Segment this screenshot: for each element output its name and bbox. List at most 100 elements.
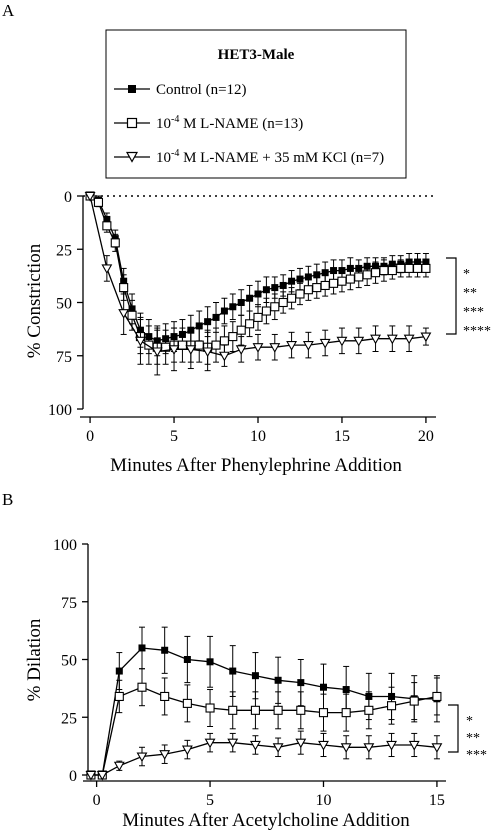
x-tick-label: 5 xyxy=(206,792,214,809)
data-point xyxy=(363,743,375,753)
data-point xyxy=(270,302,280,312)
data-point xyxy=(269,343,281,353)
y-tick-label: 0 xyxy=(64,189,72,206)
legend-marker-filled-square xyxy=(128,85,136,93)
data-point xyxy=(237,299,245,306)
data-point xyxy=(113,761,125,772)
data-point xyxy=(431,743,443,753)
significance-marker: * xyxy=(463,267,470,282)
legend-entry-lname-kcl: 10-4 M L-NAME + 35 mM KCl (n=7) xyxy=(114,148,384,166)
series-open-triangle-down xyxy=(84,191,432,376)
data-point xyxy=(227,738,239,749)
data-point xyxy=(127,310,137,320)
data-point xyxy=(340,743,352,753)
data-point xyxy=(271,284,279,292)
data-point xyxy=(228,332,238,342)
data-point xyxy=(204,318,212,326)
data-point xyxy=(253,312,263,322)
x-tick-label: 5 xyxy=(170,428,178,445)
data-point xyxy=(396,263,406,273)
data-point xyxy=(235,345,247,355)
y-tick-label: 0 xyxy=(69,768,77,785)
legend-label-control: Control (n=12) xyxy=(156,82,247,98)
data-point xyxy=(205,703,215,713)
series-b xyxy=(85,626,443,781)
data-point xyxy=(421,263,431,273)
data-point xyxy=(161,646,169,654)
panel-a-label: A xyxy=(2,1,15,20)
legend: HET3-Male Control (n=12) 10-4 M L-NAME (… xyxy=(105,29,407,179)
data-point xyxy=(220,307,228,315)
data-point xyxy=(251,672,259,680)
data-point xyxy=(96,770,108,781)
data-point xyxy=(138,644,146,652)
data-point xyxy=(262,286,270,294)
y-tick-label: 100 xyxy=(48,402,72,419)
significance-bracket-a xyxy=(446,257,457,335)
x-tick-label: 15 xyxy=(429,792,445,809)
data-point xyxy=(204,738,216,749)
data-point xyxy=(370,268,381,278)
significance-marker: * xyxy=(466,714,473,729)
data-point xyxy=(386,334,398,345)
data-point xyxy=(295,289,305,299)
y-tick-label: 50 xyxy=(61,653,77,670)
data-point xyxy=(336,336,348,347)
data-point xyxy=(274,676,282,684)
data-point xyxy=(151,347,163,358)
legend-marker-open-triangle xyxy=(125,151,139,163)
significance-a: ********** xyxy=(446,257,491,339)
x-tick-label: 0 xyxy=(86,428,94,445)
series-a xyxy=(84,191,432,376)
significance-marker: **** xyxy=(463,324,491,339)
data-point xyxy=(288,277,296,285)
x-tick-label: 0 xyxy=(93,792,101,809)
data-point xyxy=(114,691,124,702)
x-tick-label: 20 xyxy=(418,428,434,445)
data-point xyxy=(312,283,322,293)
legend-marker-open-square xyxy=(126,117,138,129)
data-point xyxy=(93,197,104,207)
data-point xyxy=(330,267,338,275)
data-point xyxy=(228,705,238,715)
data-point xyxy=(432,691,442,702)
legend-entry-control: Control (n=12) xyxy=(114,82,247,98)
series-open-square xyxy=(86,668,442,780)
y-tick-label: 25 xyxy=(61,710,77,727)
data-point xyxy=(302,341,314,351)
data-point xyxy=(420,332,432,343)
data-point xyxy=(206,658,214,666)
data-point xyxy=(273,705,283,715)
y-axis-label-a: % Constriction xyxy=(24,243,45,358)
data-point xyxy=(386,701,397,711)
data-point xyxy=(321,269,329,277)
significance-bracket-b xyxy=(448,704,459,753)
y-axis-label-b: % Dilation xyxy=(24,618,45,701)
significance-marker: *** xyxy=(463,305,484,320)
data-point xyxy=(370,334,381,345)
data-point xyxy=(296,705,306,715)
data-point xyxy=(185,345,197,355)
data-point xyxy=(135,336,146,347)
data-point xyxy=(261,306,271,316)
data-point xyxy=(195,322,203,330)
data-point xyxy=(295,738,307,749)
legend-label-lname: 10-4 M L-NAME (n=13) xyxy=(156,114,303,132)
data-point xyxy=(297,679,305,687)
data-point xyxy=(250,705,260,715)
data-point xyxy=(379,265,389,276)
data-point xyxy=(236,325,246,335)
data-point xyxy=(287,293,297,303)
data-point xyxy=(362,270,372,280)
data-point xyxy=(408,740,420,751)
data-point xyxy=(219,336,229,346)
data-point xyxy=(115,667,123,675)
data-point xyxy=(342,686,350,694)
data-point xyxy=(85,770,97,781)
data-point xyxy=(345,274,355,284)
y-tick-label: 75 xyxy=(56,349,72,366)
data-point xyxy=(279,281,287,289)
data-point xyxy=(159,750,171,760)
data-point xyxy=(160,691,170,702)
